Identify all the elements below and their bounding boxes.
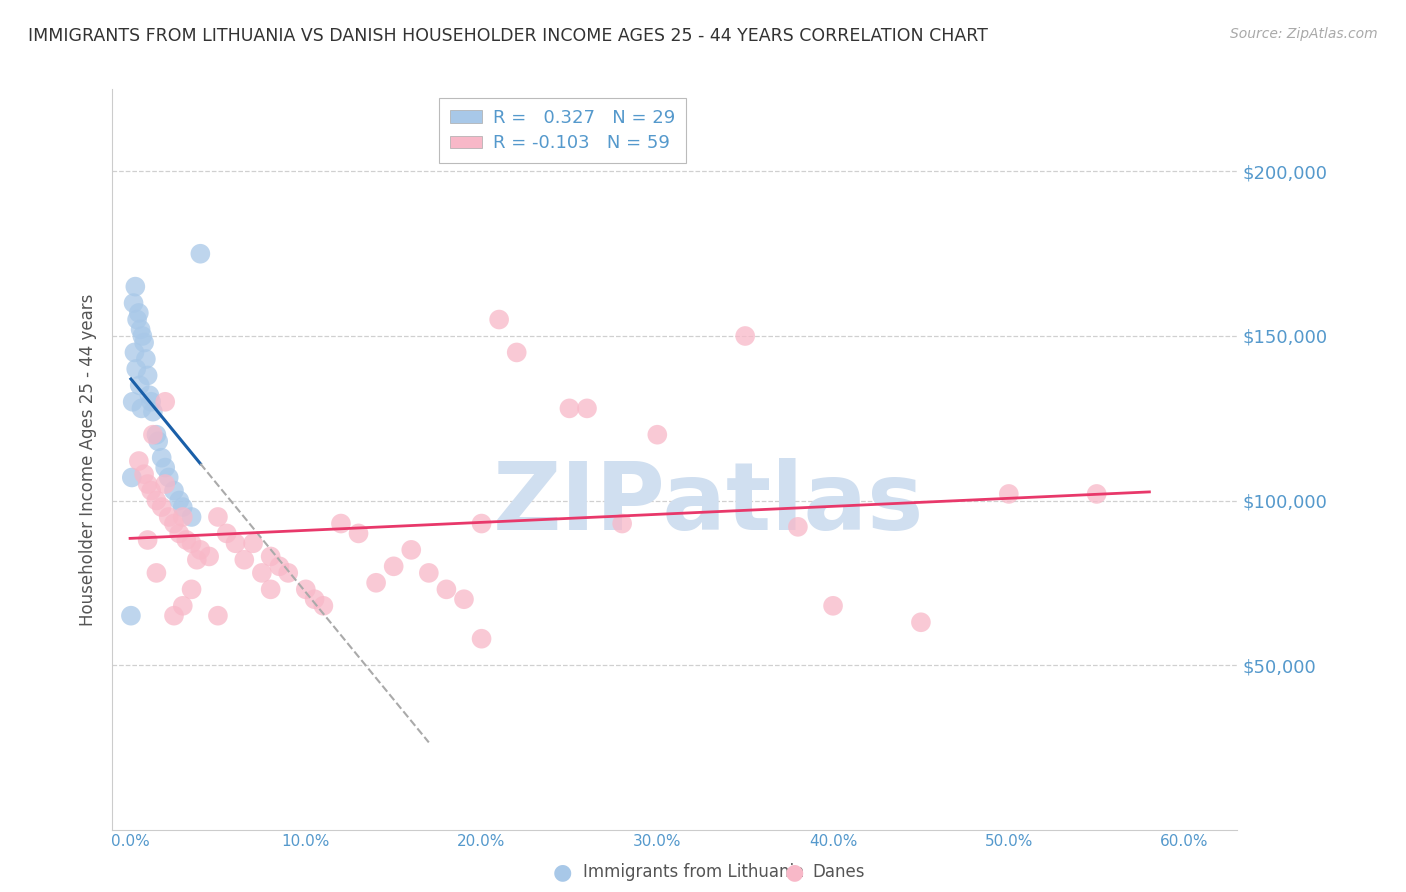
Point: [821, 599, 844, 613]
Point: [150, 450, 173, 465]
Legend: R =   0.327   N = 29, R = -0.103   N = 59: R = 0.327 N = 29, R = -0.103 N = 59: [439, 98, 686, 163]
Point: [163, 608, 186, 623]
Point: [128, 306, 150, 320]
Point: [141, 394, 163, 409]
Point: [647, 427, 669, 442]
Point: [188, 542, 212, 557]
Point: [180, 582, 202, 597]
Point: [142, 427, 165, 442]
Point: [998, 487, 1021, 501]
Point: [155, 460, 177, 475]
Point: [172, 510, 194, 524]
Point: [1085, 487, 1108, 501]
Point: [142, 405, 165, 419]
Point: [488, 312, 510, 326]
Point: [127, 312, 149, 326]
Point: [132, 467, 156, 482]
Point: [418, 566, 440, 580]
Point: [198, 549, 221, 564]
Text: ●: ●: [553, 863, 572, 882]
Point: [180, 510, 202, 524]
Text: Danes: Danes: [813, 863, 865, 881]
Point: [259, 549, 281, 564]
Point: [131, 401, 153, 416]
Point: [129, 322, 152, 336]
Point: [120, 608, 142, 623]
Point: [242, 536, 264, 550]
Point: [121, 394, 143, 409]
Point: [138, 388, 160, 402]
Point: [470, 516, 494, 531]
Point: [734, 329, 756, 343]
Point: [128, 454, 150, 468]
Point: [558, 401, 581, 416]
Point: [180, 536, 202, 550]
Point: [312, 599, 335, 613]
Point: [150, 500, 173, 514]
Point: [148, 434, 170, 449]
Point: [295, 582, 318, 597]
Point: [125, 362, 148, 376]
Point: [382, 559, 405, 574]
Point: [128, 378, 150, 392]
Point: [122, 296, 145, 310]
Point: [347, 526, 370, 541]
Point: [207, 608, 229, 623]
Point: [329, 516, 352, 531]
Y-axis label: Householder Income Ages 25 - 44 years: Householder Income Ages 25 - 44 years: [79, 293, 97, 625]
Point: [233, 553, 256, 567]
Point: [172, 599, 194, 613]
Point: [136, 533, 159, 547]
Point: [132, 335, 156, 350]
Point: [453, 592, 475, 607]
Point: [470, 632, 494, 646]
Point: [259, 582, 281, 597]
Point: [145, 566, 167, 580]
Point: [163, 516, 186, 531]
Point: [610, 516, 633, 531]
Point: [169, 493, 191, 508]
Point: [163, 483, 186, 498]
Point: [141, 483, 163, 498]
Point: [366, 575, 388, 590]
Text: IMMIGRANTS FROM LITHUANIA VS DANISH HOUSEHOLDER INCOME AGES 25 - 44 YEARS CORREL: IMMIGRANTS FROM LITHUANIA VS DANISH HOUS…: [28, 27, 988, 45]
Point: [186, 553, 208, 567]
Point: [576, 401, 599, 416]
Point: [155, 394, 177, 409]
Point: [157, 470, 180, 484]
Point: [135, 351, 157, 366]
Point: [215, 526, 238, 541]
Text: Immigrants from Lithuania: Immigrants from Lithuania: [583, 863, 804, 881]
Point: [136, 368, 159, 383]
Point: [436, 582, 458, 597]
Point: [121, 470, 143, 484]
Point: [506, 345, 529, 359]
Point: [787, 520, 810, 534]
Point: [157, 510, 180, 524]
Point: [155, 477, 177, 491]
Point: [145, 493, 167, 508]
Point: [174, 533, 197, 547]
Point: [910, 615, 932, 630]
Point: [131, 329, 153, 343]
Point: [145, 427, 167, 442]
Point: [172, 500, 194, 514]
Point: [207, 510, 229, 524]
Point: [401, 542, 423, 557]
Point: [269, 559, 291, 574]
Point: [124, 345, 146, 359]
Text: Source: ZipAtlas.com: Source: ZipAtlas.com: [1230, 27, 1378, 41]
Point: [304, 592, 326, 607]
Point: [169, 526, 191, 541]
Point: [250, 566, 273, 580]
Point: [136, 477, 159, 491]
Point: [188, 246, 212, 260]
Text: ●: ●: [785, 863, 804, 882]
Text: ZIPatlas: ZIPatlas: [494, 458, 924, 549]
Point: [124, 279, 146, 293]
Point: [225, 536, 247, 550]
Point: [277, 566, 299, 580]
